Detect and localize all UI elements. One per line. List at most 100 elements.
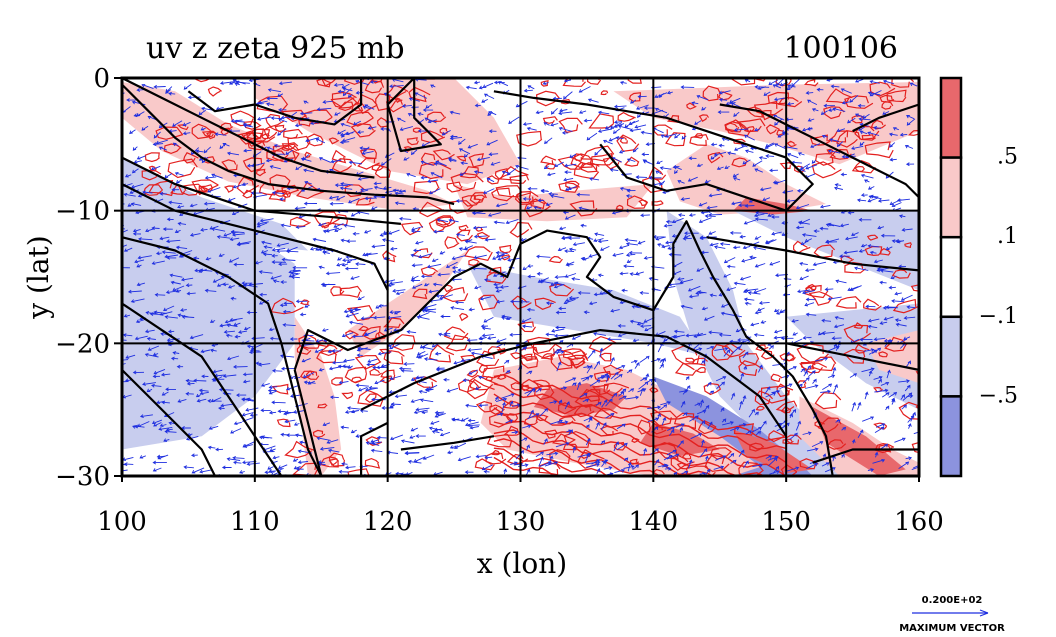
wind-vector (522, 197, 532, 201)
contour-line (615, 204, 624, 211)
wind-vector (874, 388, 889, 393)
wind-vector (800, 163, 811, 170)
contour-line (223, 185, 234, 193)
wind-vector (377, 351, 392, 356)
wind-vector (305, 137, 320, 143)
wind-vector (804, 302, 815, 307)
wind-vector (840, 88, 852, 94)
wind-vector (905, 360, 912, 368)
contour-line (777, 96, 803, 108)
wind-vector (594, 147, 603, 156)
contour-line (476, 231, 490, 240)
wind-vector (695, 347, 703, 352)
wind-vector (538, 456, 544, 467)
wind-vector (355, 383, 369, 388)
wind-vector (717, 110, 730, 115)
wind-vector (191, 453, 198, 458)
wind-vector (168, 200, 183, 205)
contour-line (617, 111, 636, 122)
wind-vector (599, 289, 611, 295)
wind-vector (341, 262, 349, 267)
wind-vector (350, 211, 360, 217)
wind-vector (753, 333, 765, 337)
wind-vector (463, 153, 469, 158)
wind-vector (888, 132, 898, 137)
wind-vector (436, 218, 449, 223)
wind-vector (744, 79, 751, 83)
wind-vector (256, 222, 268, 228)
wind-vector (899, 132, 908, 137)
wind-vector (467, 348, 482, 352)
wind-vector (494, 285, 502, 290)
wind-vector (817, 331, 826, 336)
wind-vector (616, 423, 626, 430)
wind-vector (550, 107, 558, 115)
wind-vector (133, 159, 143, 164)
wind-vector (558, 226, 566, 231)
wind-vector (416, 315, 430, 320)
wind-vector (628, 388, 635, 393)
wind-vector (350, 429, 357, 434)
contour-line (650, 410, 677, 427)
wind-vector (879, 321, 888, 325)
wind-vector (800, 241, 807, 246)
wind-vector (303, 168, 314, 173)
contour-line (813, 244, 836, 259)
wind-vector (636, 104, 649, 110)
wind-vector (303, 380, 316, 385)
wind-vector (195, 149, 204, 154)
wind-vector (571, 382, 577, 387)
wind-vector (159, 236, 170, 241)
wind-vector (632, 338, 640, 343)
wind-vector (503, 468, 508, 475)
wind-vector (211, 173, 223, 179)
wind-vector (230, 230, 239, 235)
wind-vector (816, 87, 824, 92)
wind-vector (172, 285, 185, 292)
wind-vector (690, 433, 703, 440)
wind-vector (123, 462, 134, 467)
wind-vector (613, 373, 623, 380)
wind-vector (543, 122, 550, 126)
coast-line (122, 236, 323, 476)
wind-vector (345, 465, 356, 470)
contour-line (693, 133, 704, 139)
wind-vector (601, 459, 609, 463)
wind-vector (626, 259, 632, 263)
wind-vector (659, 358, 664, 363)
contour-line (538, 461, 561, 476)
wind-vector (654, 107, 668, 114)
contour-line (426, 111, 447, 123)
wind-vector (698, 202, 708, 207)
wind-vector (867, 468, 875, 472)
wind-vector (495, 250, 508, 255)
contour-line (718, 91, 733, 101)
wind-vector (762, 197, 771, 201)
contour-line (548, 255, 563, 264)
wind-vector (355, 80, 369, 86)
wind-vector (522, 122, 532, 126)
contour-line (603, 382, 630, 397)
wind-vector (802, 335, 812, 340)
wind-vector (577, 452, 592, 458)
wind-vector (807, 118, 815, 122)
wind-vector (368, 426, 375, 431)
wind-vector (874, 426, 885, 433)
coast-line (812, 448, 919, 464)
wind-vector (661, 416, 667, 426)
contour-line (562, 443, 578, 451)
wind-vector (898, 461, 910, 469)
wind-vector (867, 197, 878, 203)
wind-vector (696, 95, 709, 101)
wind-vector (151, 165, 161, 171)
x-tick-label: 100 (97, 507, 147, 537)
coast-line (400, 435, 495, 451)
contour-line (461, 195, 481, 207)
wind-vector (673, 329, 685, 334)
wind-vector (413, 248, 421, 253)
wind-vector (880, 381, 890, 386)
contour-line (466, 378, 495, 400)
wind-vector (511, 430, 519, 435)
wind-vector (357, 130, 364, 135)
